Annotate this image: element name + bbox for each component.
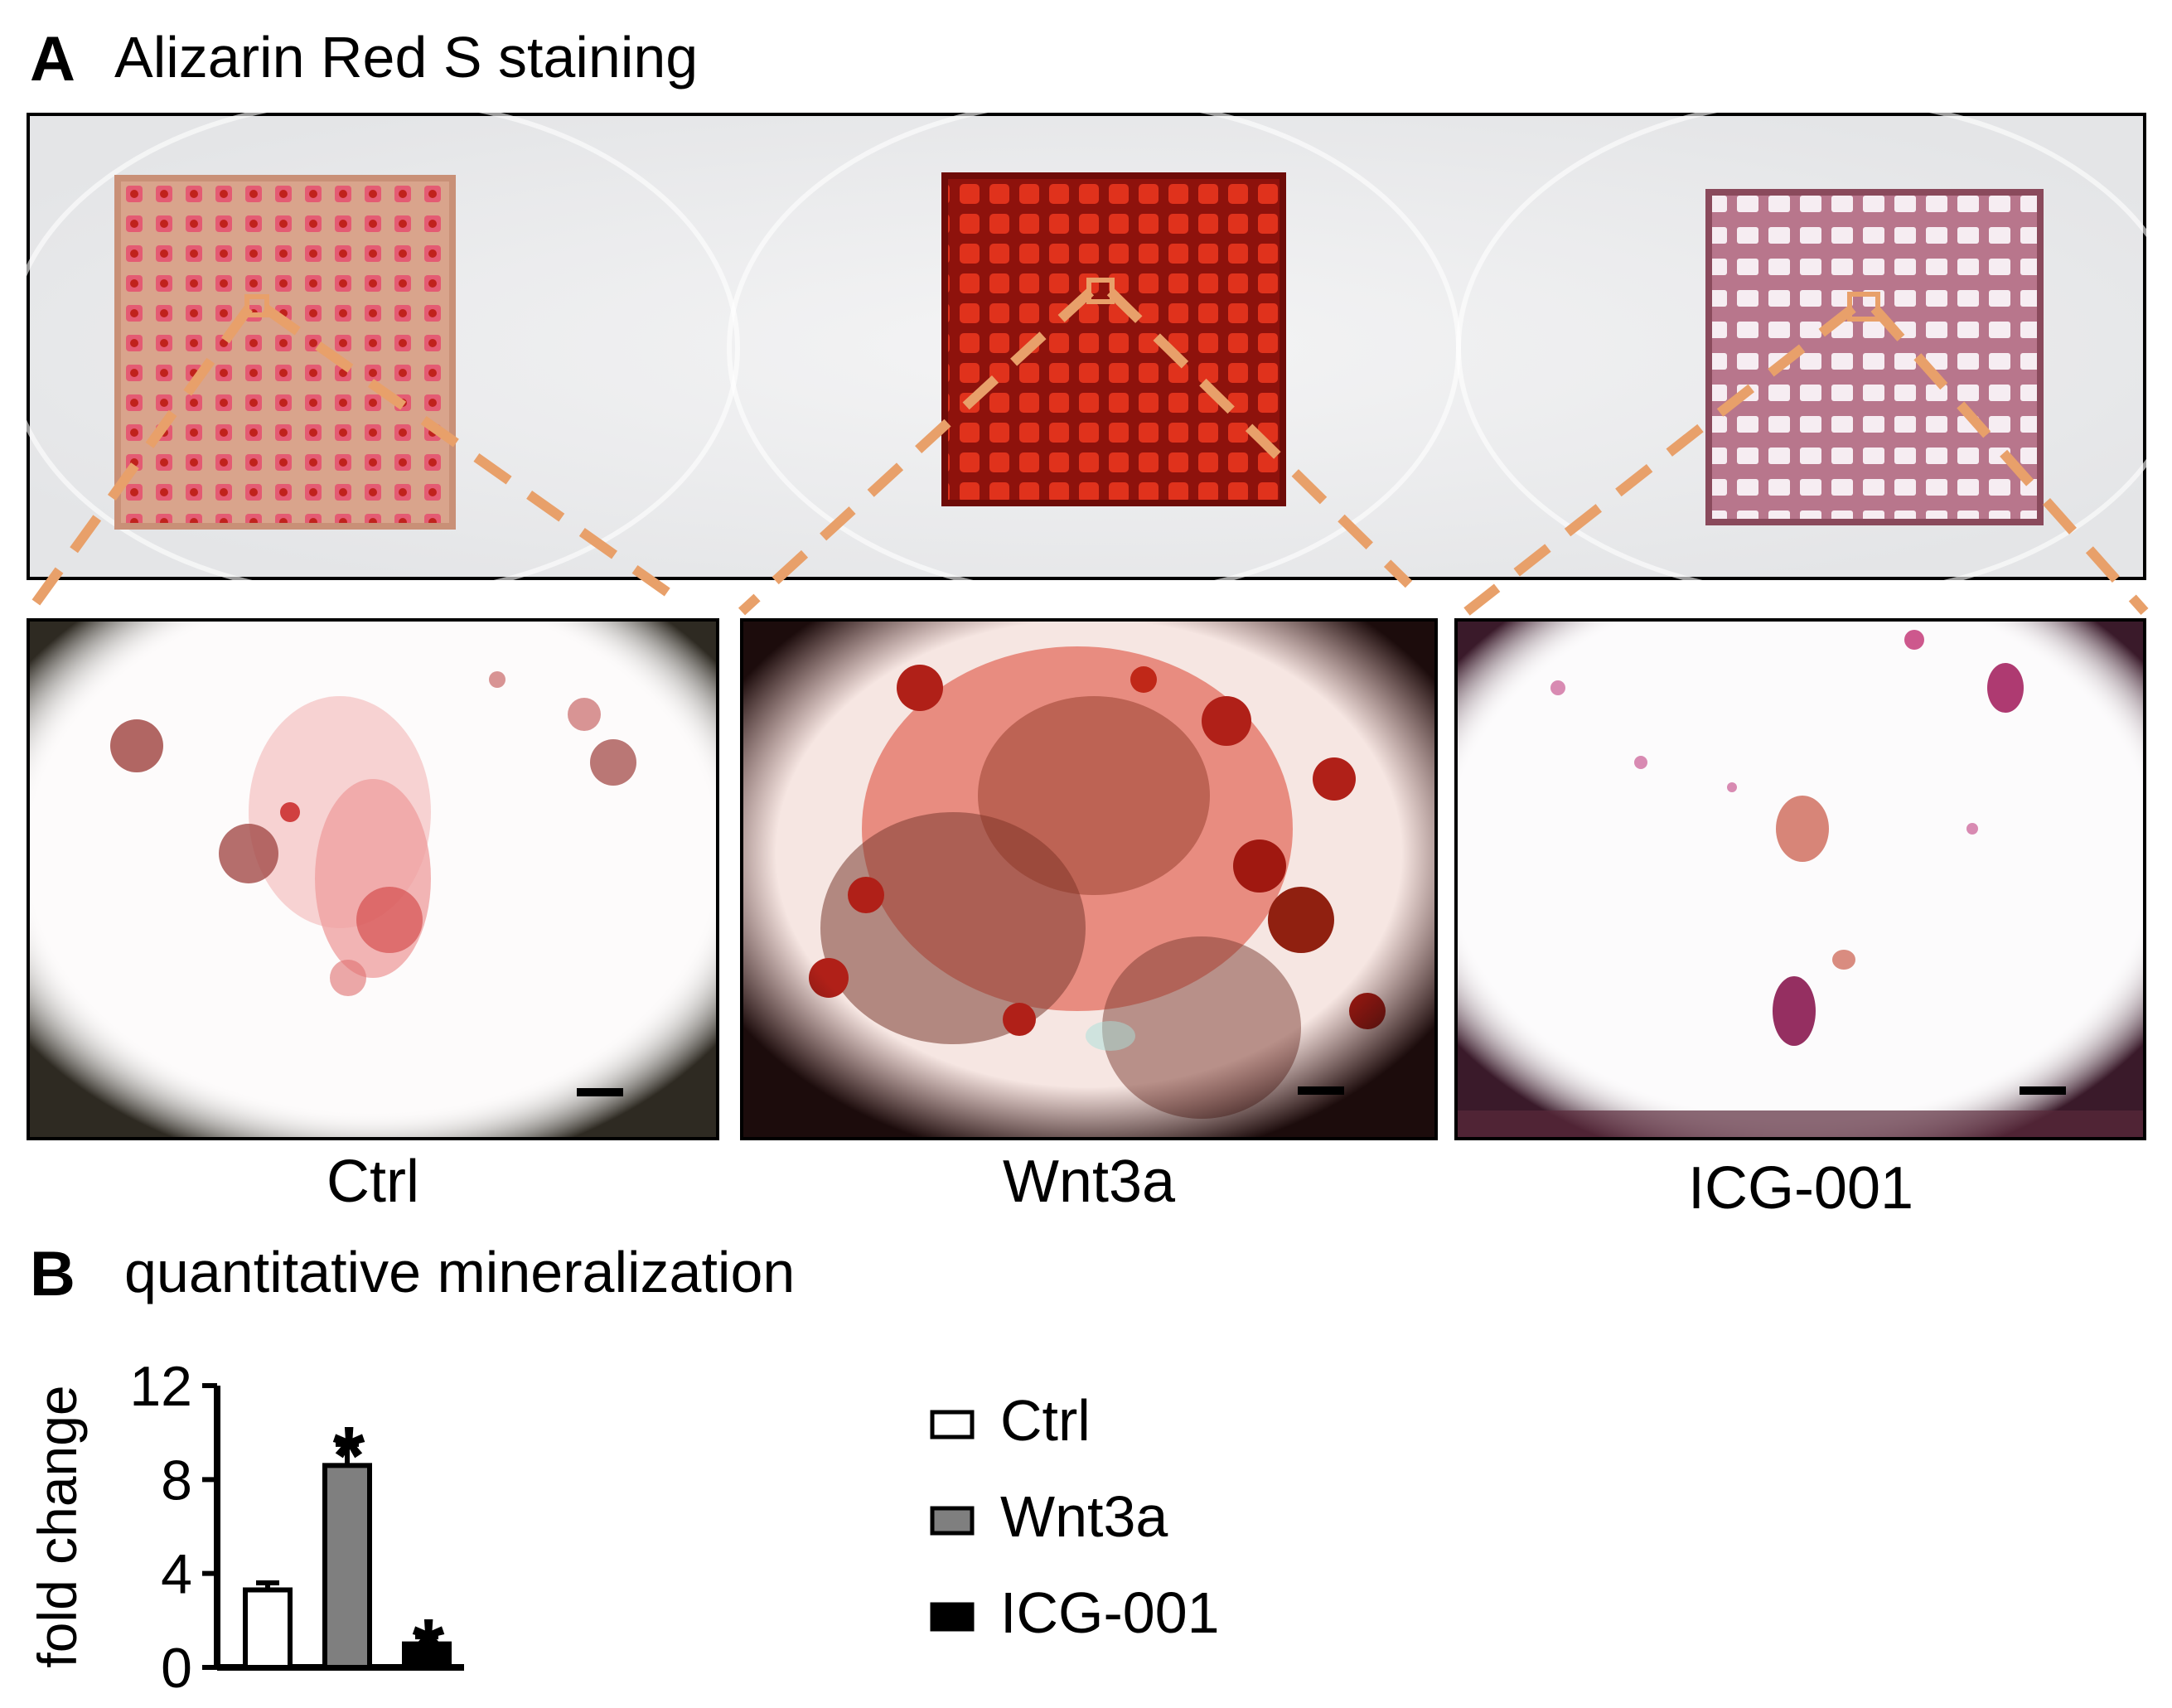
y-tick-label: 12	[129, 1355, 192, 1418]
wnt3a-micrograph	[740, 618, 1438, 1140]
icg001-label: ICG-001	[1687, 1155, 1914, 1222]
ctrl-scale-bar	[577, 1088, 623, 1096]
panel-a-letter: A	[30, 24, 75, 94]
ctrl-label: Ctrl	[327, 1149, 419, 1215]
panel-a-figure	[24, 113, 2149, 1140]
ctrl-zoom-marker	[244, 294, 269, 317]
y-tick-label: 4	[161, 1543, 192, 1606]
panel-b-letter: B	[30, 1239, 75, 1309]
y-tick-label: 0	[161, 1637, 192, 1699]
ctrl-micrograph	[27, 618, 719, 1140]
legend-label: Ctrl	[1000, 1388, 1091, 1453]
wnt3a-label: Wnt3a	[1002, 1149, 1176, 1215]
bar-wnt3a	[322, 1463, 372, 1670]
ctrl-scaffold	[114, 175, 456, 530]
significance-marker: *	[333, 1410, 365, 1502]
legend-label: Wnt3a	[1000, 1484, 1168, 1549]
icg001-micrograph	[1454, 618, 2146, 1140]
legend-label: ICG-001	[1000, 1580, 1220, 1645]
icg001-scale-bar	[2020, 1086, 2066, 1095]
bar-ctrl	[243, 1587, 293, 1670]
y-axis-label: fold change	[27, 1385, 88, 1667]
legend: Ctrl Wnt3a ICG-001	[930, 1388, 1220, 1645]
bars: **	[243, 1410, 452, 1695]
legend-swatch	[930, 1410, 975, 1439]
panel-a-title: Alizarin Red S staining	[114, 25, 699, 90]
wnt3a-scaffold	[941, 172, 1286, 506]
panel-b-title: quantitative mineralization	[124, 1240, 796, 1304]
zoom-lines	[24, 288, 2149, 617]
y-tick-label: 8	[161, 1449, 192, 1512]
legend-swatch	[930, 1506, 975, 1536]
legend-swatch	[930, 1602, 975, 1632]
icg001-scaffold	[1705, 189, 2044, 525]
wnt3a-scale-bar	[1298, 1086, 1344, 1095]
significance-marker: *	[413, 1602, 445, 1695]
